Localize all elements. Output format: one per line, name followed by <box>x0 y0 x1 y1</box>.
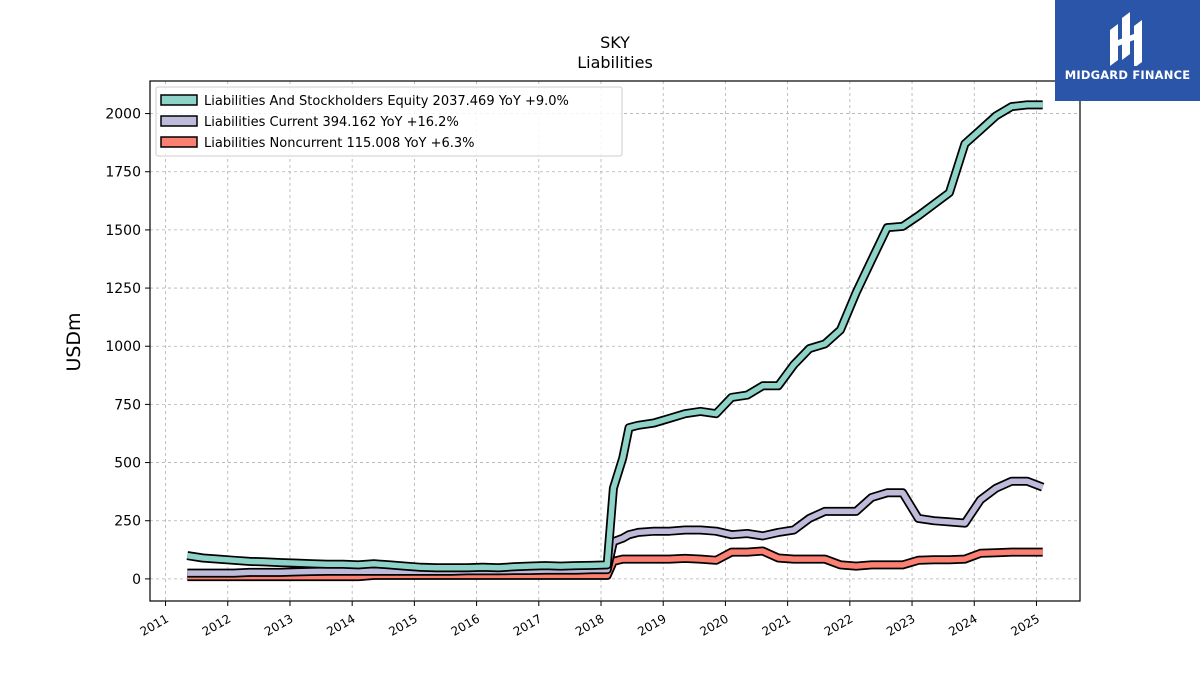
y-tick-label: 750 <box>114 397 141 413</box>
series-lines <box>186 100 1045 582</box>
x-tick-label: 2020 <box>697 611 730 638</box>
x-tick-label: 2017 <box>511 611 544 638</box>
x-tick-label: 2014 <box>324 611 357 638</box>
logo-text: MIDGARD FINANCE <box>1064 68 1191 82</box>
y-tick-label: 2000 <box>105 107 141 123</box>
x-tick-label: 2015 <box>386 611 419 638</box>
chart-title: SKY <box>600 33 630 52</box>
plot-frame <box>149 80 1081 602</box>
x-tick-label: 2025 <box>1009 611 1042 638</box>
legend-label: Liabilities And Stockholders Equity 2037… <box>204 94 569 109</box>
x-tick-label: 2018 <box>573 611 606 638</box>
x-tick-label: 2021 <box>760 611 793 638</box>
x-tick-label: 2012 <box>200 611 233 638</box>
legend-swatch <box>160 115 198 127</box>
y-tick-label: 250 <box>114 514 141 530</box>
midgard-logo-icon <box>1110 12 1142 66</box>
legend-label: Liabilities Current 394.162 YoY +16.2% <box>204 115 459 130</box>
y-tick-label: 0 <box>132 572 141 588</box>
legend-swatch <box>160 94 198 106</box>
legend-box <box>155 86 623 157</box>
midgard-finance-logo: MIDGARD FINANCE <box>1055 0 1200 101</box>
y-tick-label: 1500 <box>105 223 141 239</box>
y-tick-label: 1250 <box>105 281 141 297</box>
y-tick-label: 1000 <box>105 339 141 355</box>
y-axis-label: USDm <box>63 312 85 371</box>
x-tick-label: 2022 <box>822 611 855 638</box>
series-line <box>187 478 1044 576</box>
legend-label: Liabilities Noncurrent 115.008 YoY +6.3% <box>204 136 475 151</box>
y-tick-label: 500 <box>114 456 141 472</box>
x-tick-label: 2024 <box>946 611 979 638</box>
series-line <box>187 548 1043 580</box>
chart-subtitle: Liabilities <box>577 53 653 72</box>
legend-swatch <box>160 136 198 148</box>
x-tick-label: 2013 <box>262 611 295 638</box>
x-tick-label: 2016 <box>449 611 482 638</box>
x-tick-label: 2023 <box>884 611 917 638</box>
x-tick-label: 2019 <box>635 611 668 638</box>
axes: 0 250 500 750 1000 1250 1500 1750 2000 2011 2012 20… <box>105 80 1081 639</box>
x-tick-label: 2011 <box>138 611 171 638</box>
legend: Liabilities And Stockholders Equity 2037… <box>155 86 623 157</box>
series-line <box>186 102 1043 571</box>
y-tick-label: 1750 <box>105 165 141 181</box>
